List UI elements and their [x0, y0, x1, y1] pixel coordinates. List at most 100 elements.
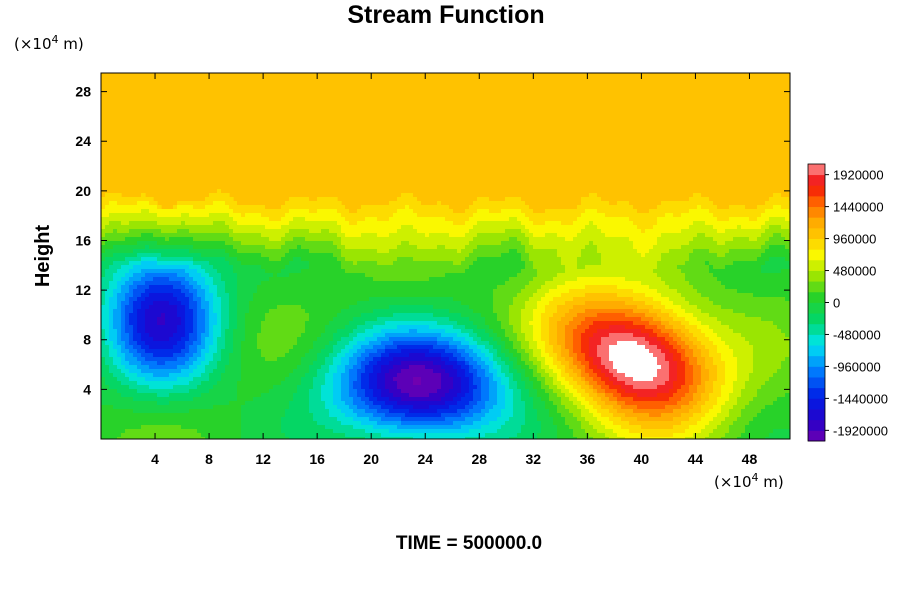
contour-cell — [397, 201, 402, 206]
contour-cell — [677, 229, 682, 234]
contour-cell — [545, 241, 550, 246]
contour-cell — [633, 249, 638, 254]
contour-cell — [317, 205, 322, 210]
contour-cell — [397, 297, 402, 302]
contour-cell — [437, 233, 442, 238]
contour-cell — [201, 253, 206, 258]
contour-cell — [289, 257, 294, 262]
contour-cell — [569, 269, 574, 274]
contour-cell — [237, 253, 242, 258]
contour-cell — [497, 233, 502, 238]
contour-cell — [297, 193, 302, 198]
contour-cell — [677, 197, 682, 202]
contour-cell — [373, 245, 378, 250]
contour-cell — [185, 309, 190, 314]
contour-cell — [761, 221, 766, 226]
contour-cell — [537, 233, 542, 238]
contour-cell — [401, 221, 406, 226]
contour-cell — [245, 285, 250, 290]
contour-cell — [237, 297, 242, 302]
contour-cell — [677, 209, 682, 214]
contour-cell — [449, 265, 454, 270]
contour-cell — [201, 301, 206, 306]
contour-cell — [521, 249, 526, 254]
contour-cell — [205, 209, 210, 214]
contour-cell — [709, 221, 714, 226]
contour-cell — [533, 229, 538, 234]
contour-cell — [289, 253, 294, 258]
contour-cell — [329, 289, 334, 294]
contour-cell — [737, 297, 742, 302]
contour-cell — [261, 257, 266, 262]
contour-cell — [381, 205, 386, 210]
contour-cell — [149, 301, 154, 306]
contour-cell — [725, 277, 730, 282]
contour-cell — [705, 285, 710, 290]
contour-cell — [725, 209, 730, 214]
contour-cell — [353, 305, 358, 310]
contour-cell — [289, 229, 294, 234]
contour-cell — [649, 213, 654, 218]
contour-cell — [141, 273, 146, 278]
contour-cell — [337, 253, 342, 258]
contour-cell — [281, 313, 286, 318]
contour-cell — [445, 249, 450, 254]
contour-cell — [441, 241, 446, 246]
contour-cell — [465, 297, 470, 302]
contour-cell — [677, 273, 682, 278]
contour-cell — [205, 221, 210, 226]
contour-cell — [341, 205, 346, 210]
contour-cell — [445, 305, 450, 310]
contour-cell — [149, 205, 154, 210]
contour-cell — [637, 261, 642, 266]
contour-cell — [765, 281, 770, 286]
contour-cell — [597, 253, 602, 258]
contour-cell — [777, 281, 782, 286]
contour-cell — [725, 285, 730, 290]
contour-cell — [345, 285, 350, 290]
contour-cell — [117, 217, 122, 222]
contour-cell — [673, 249, 678, 254]
contour-cell — [637, 309, 642, 314]
contour-cell — [385, 229, 390, 234]
contour-cell — [257, 253, 262, 258]
contour-cell — [429, 249, 434, 254]
contour-cell — [129, 265, 134, 270]
contour-cell — [441, 249, 446, 254]
contour-cell — [529, 205, 534, 210]
contour-cell — [649, 245, 654, 250]
contour-cell — [257, 313, 262, 318]
contour-cell — [145, 281, 150, 286]
contour-cell — [689, 233, 694, 238]
contour-cell — [449, 217, 454, 222]
contour-cell — [461, 305, 466, 310]
contour-cell — [413, 197, 418, 202]
contour-cell — [693, 209, 698, 214]
contour-cell — [617, 217, 622, 222]
contour-cell — [281, 269, 286, 274]
contour-cell — [557, 221, 562, 226]
contour-cell — [785, 237, 790, 242]
contour-cell — [697, 265, 702, 270]
contour-cell — [589, 241, 594, 246]
contour-cell — [749, 297, 754, 302]
contour-cell — [185, 281, 190, 286]
contour-cell — [301, 201, 306, 206]
contour-cell — [397, 265, 402, 270]
contour-cell — [221, 265, 226, 270]
contour-cell — [609, 281, 614, 286]
contour-cell — [649, 305, 654, 310]
contour-cell — [317, 309, 322, 314]
contour-cell — [165, 281, 170, 286]
contour-cell — [333, 265, 338, 270]
contour-cell — [141, 209, 146, 214]
contour-cell — [449, 289, 454, 294]
contour-cell — [625, 241, 630, 246]
contour-cell — [313, 205, 318, 210]
contour-cell — [429, 277, 434, 282]
contour-cell — [409, 221, 414, 226]
contour-cell — [521, 229, 526, 234]
contour-cell — [297, 313, 302, 318]
contour-cell — [585, 281, 590, 286]
contour-cell — [525, 253, 530, 258]
